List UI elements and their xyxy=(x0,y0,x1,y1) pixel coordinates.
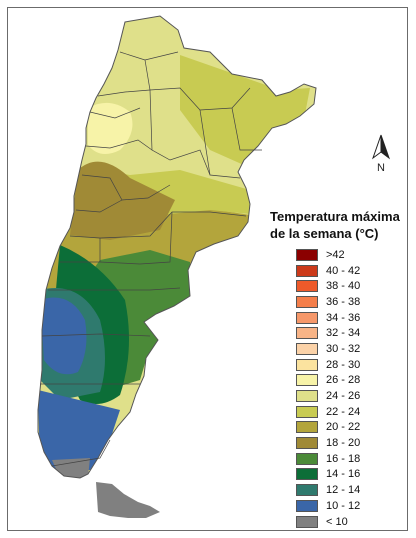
legend-swatch xyxy=(296,248,318,261)
legend-item: 40 - 42 xyxy=(296,263,410,279)
boundary-line xyxy=(231,107,262,151)
legend-swatch xyxy=(296,358,318,371)
legend-swatch xyxy=(296,468,318,481)
tierra-del-fuego-island xyxy=(96,482,160,518)
legend-label: 14 - 16 xyxy=(326,468,361,481)
legend-label: 28 - 30 xyxy=(326,358,361,371)
legend-label: 40 - 42 xyxy=(326,264,361,277)
legend-swatch xyxy=(296,499,318,512)
boundary-line xyxy=(41,333,151,337)
legend-swatch xyxy=(296,405,318,418)
legend-item: 36 - 38 xyxy=(296,294,410,310)
legend-item: 30 - 32 xyxy=(296,341,410,357)
boundary-line xyxy=(149,89,211,176)
legend-item: 14 - 16 xyxy=(296,467,410,483)
legend-item: 32 - 34 xyxy=(296,325,410,341)
legend-item: 34 - 36 xyxy=(296,310,410,326)
legend-title: Temperatura máxima de la semana (°C) xyxy=(270,209,400,241)
legend-item: 10 - 12 xyxy=(296,498,410,514)
legend-label: 36 - 38 xyxy=(326,295,361,308)
legend-label: 22 - 24 xyxy=(326,405,361,418)
legend-swatch xyxy=(296,421,318,434)
legend-item: 18 - 20 xyxy=(296,435,410,451)
legend-swatch xyxy=(296,484,318,497)
province-boundaries xyxy=(40,51,262,467)
boundary-line xyxy=(85,139,153,151)
legend-label: 12 - 14 xyxy=(326,484,361,497)
legend-label: >42 xyxy=(326,248,345,261)
legend-label: 10 - 12 xyxy=(326,499,361,512)
legend-label: 38 - 40 xyxy=(326,280,361,293)
legend-label: 30 - 32 xyxy=(326,342,361,355)
legend-swatch xyxy=(296,437,318,450)
north-arrow-icon xyxy=(371,134,391,160)
legend-item: 26 - 28 xyxy=(296,373,410,389)
legend-label: < 10 xyxy=(326,515,348,528)
legend-label: 18 - 20 xyxy=(326,437,361,450)
legend: Temperatura máxima de la semana (°C) >42… xyxy=(270,208,410,529)
legend-label: 24 - 26 xyxy=(326,390,361,403)
legend-item: 24 - 26 xyxy=(296,388,410,404)
legend-item: 38 - 40 xyxy=(296,278,410,294)
legend-swatch xyxy=(296,342,318,355)
boundary-line xyxy=(69,211,247,239)
boundary-line xyxy=(60,211,173,265)
legend-label: 32 - 34 xyxy=(326,327,361,340)
legend-item: >42 xyxy=(296,247,410,263)
legend-item: 20 - 22 xyxy=(296,420,410,436)
legend-swatch xyxy=(296,295,318,308)
legend-items: >42 40 - 42 38 - 40 36 - 38 34 - 36 32 - 34 30… xyxy=(270,247,410,529)
legend-item: 12 - 14 xyxy=(296,482,410,498)
boundary-line xyxy=(89,107,141,119)
boundary-line xyxy=(48,287,181,291)
boundary-line xyxy=(199,109,241,179)
legend-label: 16 - 18 xyxy=(326,452,361,465)
boundary-line xyxy=(144,59,251,111)
map-zone-10-12 xyxy=(38,390,120,470)
legend-swatch xyxy=(296,515,318,528)
legend-swatch xyxy=(296,264,318,277)
legend-swatch xyxy=(296,280,318,293)
map-zone-below-10 xyxy=(52,458,90,478)
legend-swatch xyxy=(296,452,318,465)
legend-swatch xyxy=(296,374,318,387)
north-arrow: N xyxy=(368,132,394,176)
legend-swatch xyxy=(296,311,318,324)
map-frame xyxy=(7,7,408,531)
legend-label: 20 - 22 xyxy=(326,421,361,434)
legend-item: < 10 xyxy=(296,514,410,530)
boundary-line xyxy=(75,199,123,213)
map-zone-18-20 xyxy=(70,161,175,240)
legend-label: 34 - 36 xyxy=(326,311,361,324)
legend-item: 22 - 24 xyxy=(296,404,410,420)
boundary-line xyxy=(51,439,111,467)
legend-label: 26 - 28 xyxy=(326,374,361,387)
legend-item: 16 - 18 xyxy=(296,451,410,467)
boundary-line xyxy=(97,89,151,97)
map-zone-10-12 xyxy=(40,297,87,375)
legend-swatch xyxy=(296,327,318,340)
legend-swatch xyxy=(296,390,318,403)
north-label: N xyxy=(377,162,385,174)
legend-item: 28 - 30 xyxy=(296,357,410,373)
